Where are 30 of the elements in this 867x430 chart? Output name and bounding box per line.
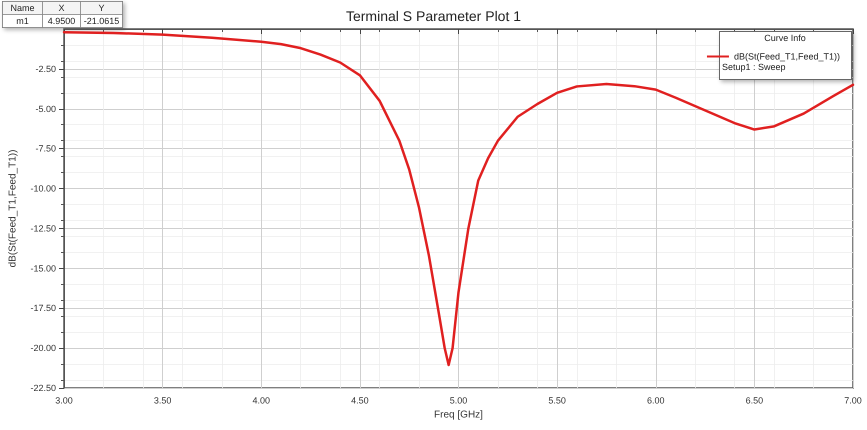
x-tick-label: 6.00 [646, 396, 665, 406]
chart-title: Terminal S Parameter Plot 1 [346, 8, 522, 24]
x-tick-label: 4.00 [252, 396, 270, 406]
y-axis-title: dB(St(Feed_T1,Feed_T1)) [8, 150, 18, 268]
text: Y [98, 3, 105, 13]
legend-title: Curve Info [764, 33, 806, 43]
x-tick-label: 4.50 [351, 396, 369, 406]
text: Name [10, 3, 35, 13]
text: X [58, 3, 65, 13]
annotation: Setup1 : Sweep [722, 62, 786, 72]
x-tick-label: 5.50 [548, 396, 566, 406]
y-tick-label: -12.50 [30, 223, 56, 234]
text: 4.9500 [48, 16, 76, 26]
text: m1 [16, 16, 29, 26]
y-tick-label: -10.00 [30, 184, 56, 194]
y-tick-label: -7.50 [35, 144, 56, 154]
x-tick-label: 5.00 [450, 396, 468, 406]
y-tick-label: -20.00 [30, 343, 56, 354]
y-tick-label: -15.00 [30, 263, 56, 274]
y-tick-label: -2.50 [35, 64, 56, 74]
x-tick-label: 6.50 [746, 396, 764, 406]
legend-label: dB(St(Feed_T1,Feed_T1)) [734, 52, 840, 62]
text: -21.0615 [84, 16, 120, 26]
x-tick-label: 3.50 [154, 396, 172, 406]
x-axis-title: Freq [GHz] [434, 410, 484, 420]
y-tick-label: -17.50 [30, 303, 56, 314]
x-tick-label: 7.00 [844, 396, 862, 406]
y-tick-label: -5.00 [35, 104, 56, 114]
y-tick-label: -22.50 [30, 383, 56, 393]
x-tick-label: 3.00 [55, 396, 73, 406]
